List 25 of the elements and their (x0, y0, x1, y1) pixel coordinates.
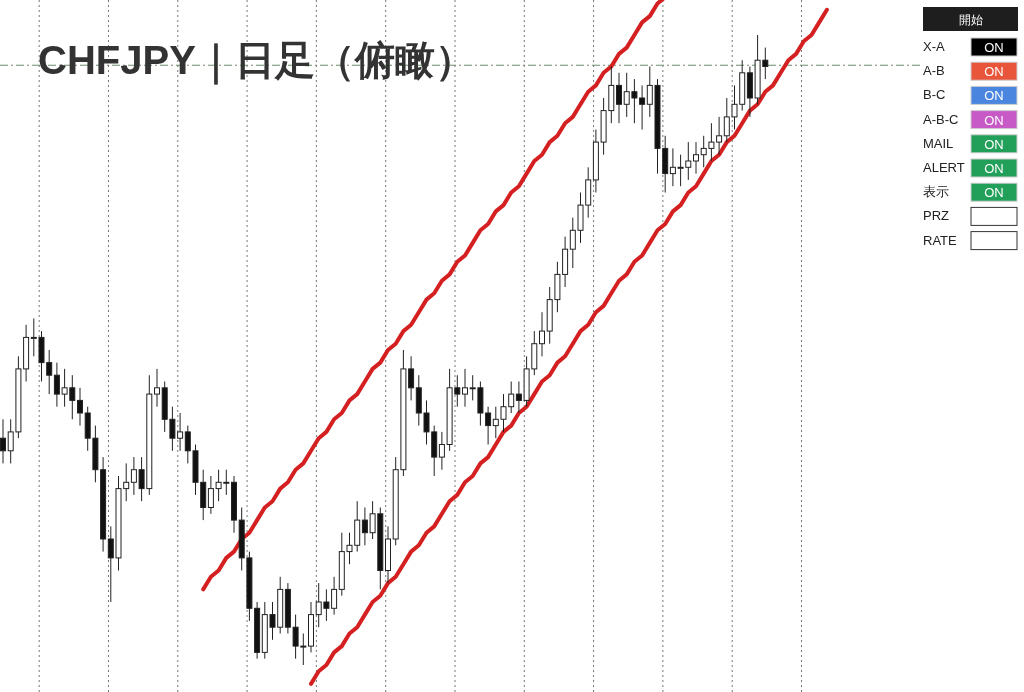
category-label: ALERT (923, 160, 965, 175)
text: 開始 (958, 13, 983, 27)
candlestick (154, 368, 160, 408)
text: ON (984, 88, 1004, 104)
text: ON (984, 136, 1004, 152)
chart-title: CHFJPY｜日足（俯瞰） (38, 38, 475, 85)
candlestick (0, 418, 6, 464)
category-label: RATE (923, 232, 958, 248)
candlestick (539, 311, 545, 357)
category-label: A-B (923, 63, 945, 79)
candlestick (616, 72, 622, 124)
text: ON (984, 185, 1004, 201)
category-label: PRZ (923, 208, 950, 224)
category-label: A-B-C (923, 111, 959, 127)
candlestick (77, 387, 83, 427)
category-label: 表示 (923, 184, 949, 200)
category-label: B-C (923, 87, 946, 103)
category-label: X-A (923, 39, 945, 54)
candlestick (462, 368, 468, 408)
text: ON (984, 112, 1004, 128)
text: ON (984, 64, 1004, 80)
candlestick (693, 141, 699, 175)
text: ON (984, 40, 1004, 55)
category-label: MAIL (923, 135, 954, 151)
text: ON (984, 161, 1004, 176)
